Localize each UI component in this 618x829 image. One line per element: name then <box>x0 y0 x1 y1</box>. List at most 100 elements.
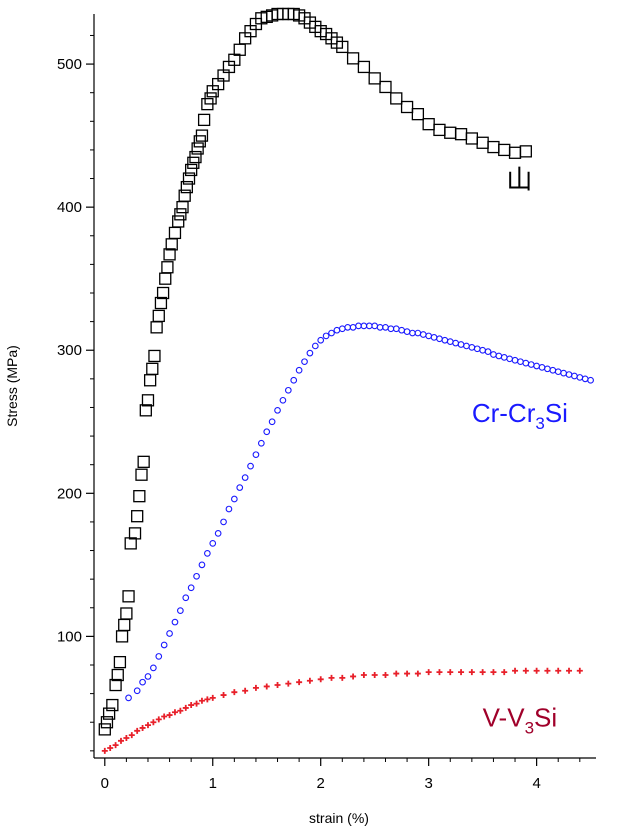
data-point <box>519 145 532 158</box>
data-point <box>414 670 421 677</box>
data-point <box>193 700 200 707</box>
data-point <box>368 72 381 85</box>
data-point <box>141 394 155 407</box>
data-point <box>398 326 406 334</box>
data-point <box>247 462 254 470</box>
data-point <box>150 321 163 334</box>
data-point <box>231 689 238 696</box>
data-point <box>444 126 457 139</box>
data-point <box>166 712 173 719</box>
plot-area <box>98 7 594 754</box>
y-tick-label: 300 <box>57 342 82 359</box>
data-point <box>344 323 352 331</box>
data-point <box>122 590 135 603</box>
y-ticks: 100 200 300 400 500 <box>57 34 94 752</box>
data-point <box>512 667 519 674</box>
data-point <box>134 727 141 734</box>
data-point <box>479 346 486 354</box>
data-point <box>185 163 198 177</box>
data-point <box>533 362 540 370</box>
data-point <box>220 518 227 526</box>
data-point <box>333 326 341 334</box>
data-point <box>328 674 335 681</box>
data-point <box>454 128 468 141</box>
x-tick-label: 3 <box>424 775 432 792</box>
data-point <box>339 674 346 681</box>
data-point <box>241 474 249 481</box>
series-0 <box>98 7 532 736</box>
data-point <box>465 132 478 145</box>
data-point <box>161 713 168 720</box>
data-point <box>446 338 454 345</box>
data-point <box>112 742 119 749</box>
data-point <box>263 428 271 436</box>
data-point <box>430 334 438 341</box>
data-point <box>171 618 179 626</box>
data-point <box>490 351 497 358</box>
data-point <box>193 572 200 580</box>
data-point <box>263 683 270 690</box>
series-label: Cr-Cr3Si <box>472 398 568 433</box>
data-point <box>187 584 195 592</box>
data-point <box>422 118 435 131</box>
data-point <box>182 172 196 185</box>
data-point <box>195 129 209 142</box>
data-point <box>98 723 111 736</box>
data-point <box>143 374 157 387</box>
data-point <box>495 352 503 360</box>
data-point <box>233 43 246 56</box>
data-point <box>436 335 443 343</box>
x-ticks: 0 1 2 3 4 <box>101 758 581 792</box>
data-point <box>311 342 319 350</box>
data-point <box>468 669 475 676</box>
data-point <box>404 670 411 677</box>
data-point <box>274 406 281 414</box>
data-point <box>144 722 151 729</box>
data-point <box>128 527 142 540</box>
data-point <box>296 679 303 686</box>
data-point <box>135 468 148 481</box>
data-point <box>252 684 259 691</box>
data-point <box>168 226 182 240</box>
data-point <box>154 296 168 310</box>
data-point <box>257 439 265 447</box>
y-tick-label: 500 <box>57 56 82 73</box>
x-axis-title: strain (%) <box>309 810 369 826</box>
data-point <box>549 366 557 374</box>
data-point <box>538 364 546 371</box>
data-point <box>174 208 187 221</box>
series-label: V-V3Si <box>483 703 558 738</box>
data-point <box>139 678 146 686</box>
data-point <box>139 404 152 417</box>
data-point <box>357 60 371 74</box>
data-point <box>517 358 524 366</box>
data-point <box>501 669 508 676</box>
data-point <box>285 680 292 687</box>
data-point <box>209 540 217 547</box>
data-point <box>425 669 432 676</box>
data-point <box>500 354 508 361</box>
y-tick-label: 100 <box>57 628 82 645</box>
series-labels: 山 Cr-Cr3Si V-V3Si <box>472 165 568 738</box>
data-point <box>527 361 535 368</box>
data-point <box>511 356 519 364</box>
data-point <box>133 687 141 695</box>
data-point <box>414 329 422 337</box>
data-point <box>236 484 244 491</box>
data-point <box>139 724 146 731</box>
data-point <box>349 323 357 331</box>
data-point <box>102 707 116 720</box>
data-point <box>220 692 227 699</box>
data-point <box>328 329 335 337</box>
data-point <box>350 673 357 680</box>
data-point <box>346 52 360 65</box>
data-point <box>150 719 157 726</box>
data-point <box>137 455 150 468</box>
data-point <box>177 707 184 714</box>
data-point <box>355 322 362 330</box>
data-point <box>473 345 481 353</box>
data-point <box>178 189 191 202</box>
data-point <box>120 607 133 620</box>
data-point <box>165 238 178 251</box>
